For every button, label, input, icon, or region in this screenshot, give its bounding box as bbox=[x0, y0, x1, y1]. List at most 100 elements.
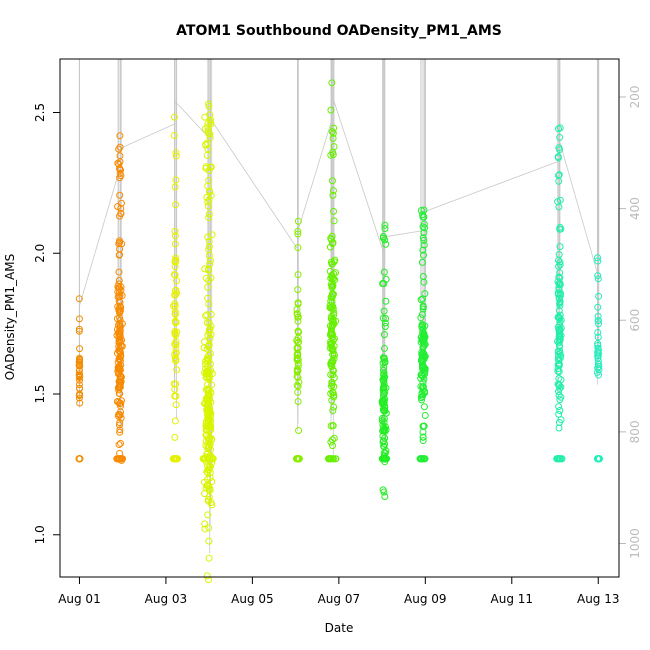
data-point bbox=[331, 455, 339, 463]
data-point bbox=[554, 290, 562, 298]
data-point bbox=[328, 79, 336, 87]
data-point bbox=[594, 312, 602, 320]
data-point bbox=[294, 317, 302, 325]
data-point bbox=[419, 234, 427, 242]
y-tick-label: 1.5 bbox=[33, 384, 47, 403]
data-point bbox=[115, 441, 123, 449]
data-point bbox=[171, 227, 179, 235]
data-point bbox=[380, 307, 388, 315]
data-point bbox=[421, 290, 429, 298]
data-point bbox=[75, 381, 83, 389]
data-point bbox=[203, 462, 211, 470]
y2-tick-label: 200 bbox=[628, 86, 642, 109]
data-point bbox=[555, 361, 563, 369]
data-point bbox=[118, 292, 126, 300]
data-point bbox=[170, 131, 178, 139]
data-point bbox=[75, 391, 83, 399]
data-point bbox=[594, 303, 602, 311]
data-point bbox=[419, 437, 427, 445]
data-point bbox=[556, 455, 564, 463]
x-tick-label: Aug 07 bbox=[318, 592, 361, 606]
data-point bbox=[380, 455, 388, 463]
data-point bbox=[379, 392, 387, 400]
data-point bbox=[75, 394, 83, 402]
data-point bbox=[593, 254, 601, 262]
data-point bbox=[594, 272, 602, 280]
data-point bbox=[555, 256, 563, 264]
data-point bbox=[379, 366, 387, 374]
data-point bbox=[420, 206, 428, 214]
data-point bbox=[172, 201, 180, 209]
data-point bbox=[173, 366, 181, 374]
data-point bbox=[113, 455, 121, 463]
data-point bbox=[201, 490, 209, 498]
data-point bbox=[171, 354, 179, 362]
data-point bbox=[420, 422, 428, 430]
data-point bbox=[206, 134, 214, 142]
track-line bbox=[297, 118, 333, 232]
data-point bbox=[330, 391, 338, 399]
data-point bbox=[171, 433, 179, 441]
data-point bbox=[171, 300, 179, 308]
data-point bbox=[421, 411, 429, 419]
x-tick-label: Aug 05 bbox=[231, 592, 274, 606]
data-point bbox=[171, 330, 179, 338]
data-point bbox=[115, 280, 123, 288]
data-point bbox=[418, 258, 426, 266]
data-point bbox=[115, 268, 123, 276]
data-point bbox=[328, 343, 336, 351]
data-point bbox=[294, 327, 302, 335]
data-point bbox=[171, 317, 179, 325]
track-lines bbox=[78, 59, 600, 554]
data-point bbox=[382, 315, 390, 323]
data-point bbox=[206, 350, 214, 358]
data-point bbox=[117, 172, 125, 180]
data-point bbox=[417, 206, 425, 214]
data-point bbox=[419, 223, 427, 231]
data-point bbox=[201, 455, 209, 463]
data-point bbox=[380, 488, 388, 496]
data-point bbox=[294, 244, 302, 252]
data-point bbox=[417, 393, 425, 401]
data-point bbox=[116, 455, 124, 463]
data-point bbox=[205, 100, 213, 108]
point-cluster bbox=[75, 295, 84, 463]
track-line bbox=[119, 123, 176, 150]
data-point bbox=[294, 227, 302, 235]
y2-tick-label: 800 bbox=[628, 420, 642, 443]
data-point bbox=[330, 403, 338, 411]
data-point bbox=[205, 252, 213, 260]
data-point bbox=[115, 306, 123, 314]
data-point bbox=[114, 364, 122, 372]
data-point bbox=[171, 183, 179, 191]
point-cluster bbox=[324, 79, 340, 463]
data-point bbox=[201, 525, 209, 533]
data-point bbox=[418, 396, 426, 404]
data-point bbox=[171, 232, 179, 240]
data-point bbox=[205, 576, 213, 584]
data-point bbox=[204, 444, 212, 452]
data-point bbox=[294, 271, 302, 279]
data-point bbox=[114, 202, 122, 210]
data-point bbox=[294, 334, 302, 342]
data-point bbox=[555, 295, 563, 303]
data-point bbox=[295, 427, 303, 435]
data-point bbox=[115, 355, 123, 363]
data-point bbox=[76, 399, 84, 407]
data-point bbox=[557, 352, 565, 360]
point-cluster bbox=[378, 221, 391, 501]
data-point bbox=[293, 356, 301, 364]
y-tick-label: 2.5 bbox=[33, 103, 47, 122]
data-point bbox=[556, 314, 564, 322]
point-cluster bbox=[416, 206, 429, 463]
y-tick-label: 1.0 bbox=[33, 525, 47, 544]
data-point bbox=[206, 395, 214, 403]
data-point bbox=[204, 399, 212, 407]
data-point bbox=[380, 344, 388, 352]
data-point bbox=[205, 210, 213, 218]
data-point bbox=[329, 191, 337, 199]
data-point bbox=[116, 238, 124, 246]
data-point bbox=[380, 427, 388, 435]
data-point bbox=[205, 237, 213, 245]
data-point bbox=[379, 314, 387, 322]
